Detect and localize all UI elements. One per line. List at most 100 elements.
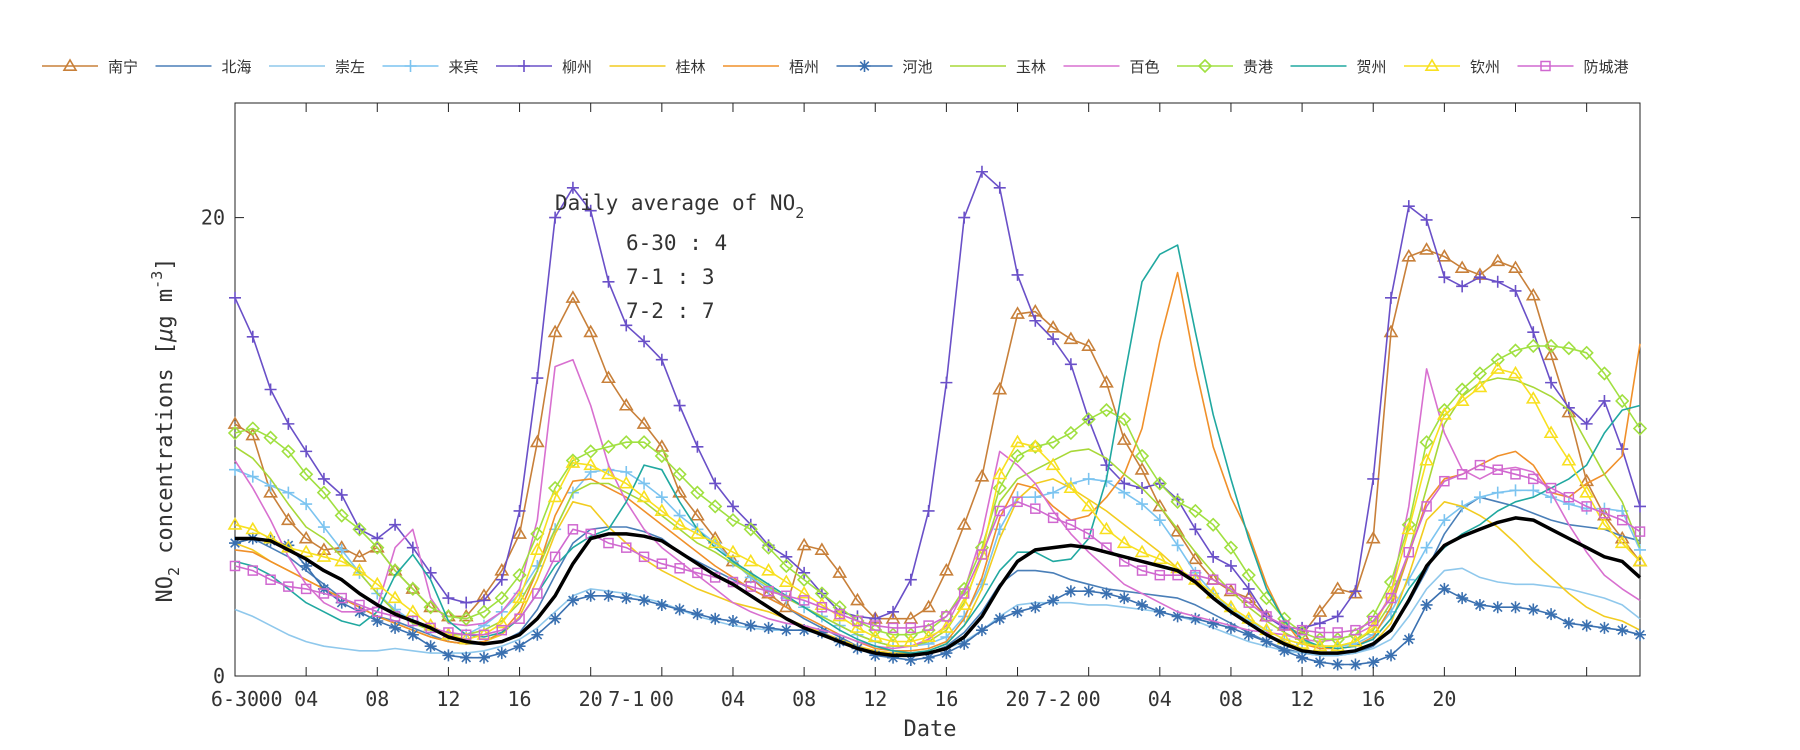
- data-point: [691, 608, 704, 621]
- data-point: [1134, 462, 1150, 475]
- data-point: [1490, 352, 1505, 367]
- data-point: [887, 622, 899, 634]
- data-point: [1616, 624, 1629, 637]
- data-point: [227, 517, 243, 530]
- data-point: [1312, 604, 1328, 617]
- data-point: [300, 583, 312, 595]
- data-point: [1562, 498, 1575, 511]
- data-point: [636, 489, 652, 503]
- data-point: [1207, 574, 1219, 585]
- data-point: [459, 611, 474, 626]
- series-layer: [227, 165, 1648, 671]
- data-point: [958, 637, 971, 650]
- data-point: [495, 647, 508, 660]
- data-point: [512, 568, 527, 583]
- x-tick-label: 6-30: [211, 687, 259, 711]
- data-point: [1456, 280, 1469, 293]
- data-point: [1436, 248, 1452, 262]
- legend-item-河池: 河池: [836, 58, 933, 76]
- data-point: [1472, 366, 1488, 381]
- data-point: [1491, 601, 1504, 614]
- data-point: [1420, 541, 1433, 554]
- data-point: [477, 594, 490, 607]
- axes: 6-30 04 08 12 16 20 00 04 08 12 16 20 00 04 08 12 16 2000…: [201, 103, 1640, 711]
- x-tick-label: 08: [792, 687, 816, 711]
- annotation-line-7-1: 7-1 : 3: [626, 265, 715, 289]
- data-point: [495, 573, 508, 586]
- data-point: [1188, 503, 1203, 519]
- data-point: [976, 549, 988, 560]
- x-tick-label: 20: [1005, 687, 1029, 711]
- data-point: [1118, 477, 1131, 490]
- data-point: [1456, 592, 1469, 605]
- data-point: [672, 517, 688, 530]
- series-防城港: [229, 459, 1646, 640]
- data-point: [1296, 651, 1309, 664]
- data-point: [1136, 565, 1148, 576]
- plot-area: [234, 102, 1641, 677]
- data-point: [974, 469, 990, 482]
- data-point: [1598, 621, 1611, 634]
- data-point: [442, 649, 455, 662]
- data-point: [316, 549, 332, 562]
- data-point: [494, 590, 509, 606]
- x-tick-label: 00: [650, 687, 674, 711]
- series-line: [234, 171, 1641, 629]
- data-point: [1030, 503, 1041, 514]
- data-point: [1403, 546, 1415, 558]
- data-point: [583, 324, 599, 338]
- data-point: [1545, 482, 1557, 494]
- data-point: [602, 275, 615, 288]
- data-point: [992, 466, 1008, 480]
- legend-item-贵港: 贵港: [1177, 58, 1273, 76]
- data-point: [1029, 601, 1042, 614]
- legend-marker: [858, 60, 871, 72]
- data-point: [423, 599, 439, 613]
- data-point: [992, 480, 1007, 496]
- data-point: [1348, 634, 1363, 647]
- data-point: [1012, 496, 1023, 508]
- data-point: [1170, 494, 1185, 509]
- data-point: [1632, 553, 1648, 567]
- legend-item-梧州: 梧州: [723, 58, 819, 76]
- data-point: [674, 563, 685, 574]
- legend-marker: [518, 60, 530, 72]
- data-point: [263, 485, 278, 498]
- data-point: [1047, 594, 1060, 607]
- data-point: [458, 631, 474, 645]
- data-point: [1632, 421, 1648, 436]
- series-line: [234, 248, 1641, 636]
- data-point: [387, 590, 403, 604]
- data-point: [1332, 627, 1343, 638]
- data-point: [1579, 345, 1594, 360]
- data-point: [796, 572, 812, 587]
- data-point: [1385, 291, 1398, 304]
- data-point: [549, 551, 561, 563]
- data-point: [1473, 271, 1486, 284]
- data-point: [921, 629, 937, 643]
- data-point: [1525, 287, 1541, 301]
- data-point: [852, 615, 863, 627]
- data-point: [1545, 376, 1558, 389]
- data-point: [442, 592, 455, 605]
- data-point: [1134, 544, 1150, 558]
- data-point: [547, 480, 563, 496]
- data-point: [781, 590, 792, 602]
- data-point: [1616, 514, 1628, 526]
- data-point: [958, 588, 970, 599]
- data-point: [369, 540, 385, 553]
- x-tick-label: 20: [1432, 687, 1456, 711]
- legend-label: 梧州: [789, 58, 819, 76]
- data-point: [814, 597, 830, 610]
- data-point: [512, 590, 527, 604]
- data-point: [1279, 620, 1290, 631]
- legend-item-百色: 百色: [1063, 58, 1160, 76]
- data-point: [923, 620, 934, 631]
- data-point: [1099, 521, 1114, 535]
- data-point: [850, 592, 865, 606]
- x-tick-label: 16: [1361, 687, 1385, 711]
- data-point: [1187, 551, 1203, 565]
- data-point: [638, 477, 651, 490]
- data-point: [280, 512, 296, 526]
- data-point: [229, 560, 241, 572]
